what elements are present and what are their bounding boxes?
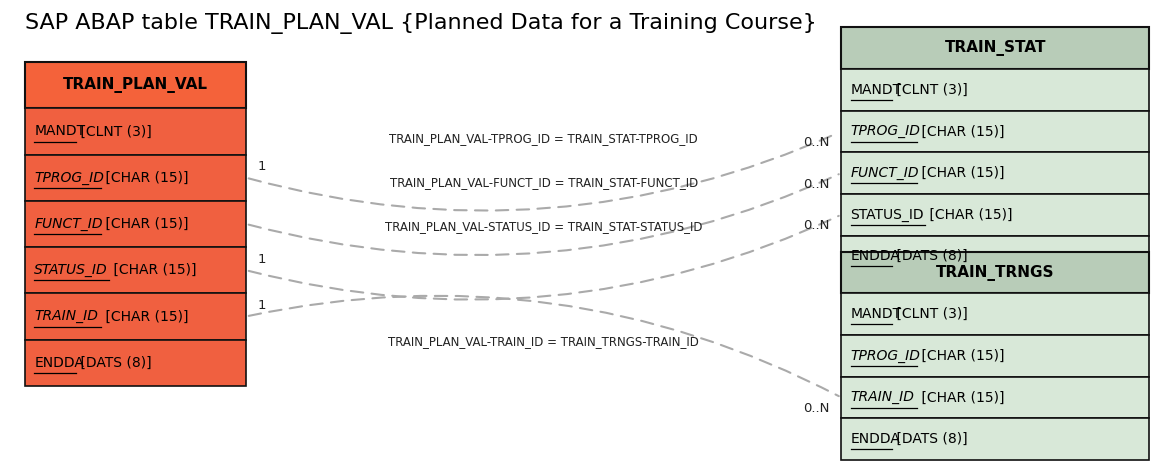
Text: FUNCT_ID: FUNCT_ID <box>850 166 919 180</box>
Text: TRAIN_STAT: TRAIN_STAT <box>945 40 1046 56</box>
Text: [CLNT (3)]: [CLNT (3)] <box>76 124 151 138</box>
Text: [CHAR (15)]: [CHAR (15)] <box>917 166 1005 180</box>
Text: MANDT: MANDT <box>850 307 902 321</box>
Text: 1: 1 <box>258 252 266 266</box>
FancyBboxPatch shape <box>841 194 1150 236</box>
Text: TRAIN_PLAN_VAL-TPROG_ID = TRAIN_STAT-TPROG_ID: TRAIN_PLAN_VAL-TPROG_ID = TRAIN_STAT-TPR… <box>389 132 698 145</box>
Text: 0..N: 0..N <box>803 402 830 415</box>
Text: STATUS_ID: STATUS_ID <box>850 208 924 222</box>
Text: [CLNT (3)]: [CLNT (3)] <box>892 307 967 321</box>
FancyBboxPatch shape <box>841 236 1150 277</box>
Text: STATUS_ID: STATUS_ID <box>34 263 108 277</box>
Text: [CLNT (3)]: [CLNT (3)] <box>892 83 967 97</box>
Text: [CHAR (15)]: [CHAR (15)] <box>917 124 1005 138</box>
FancyBboxPatch shape <box>841 27 1150 69</box>
FancyBboxPatch shape <box>841 111 1150 152</box>
Text: SAP ABAP table TRAIN_PLAN_VAL {Planned Data for a Training Course}: SAP ABAP table TRAIN_PLAN_VAL {Planned D… <box>25 13 817 34</box>
Text: ENDDA: ENDDA <box>34 356 84 370</box>
Text: ENDDA: ENDDA <box>850 432 900 446</box>
Text: TRAIN_ID: TRAIN_ID <box>34 309 98 324</box>
Text: [CHAR (15)]: [CHAR (15)] <box>101 309 189 324</box>
Text: MANDT: MANDT <box>850 83 902 97</box>
FancyBboxPatch shape <box>25 247 246 293</box>
Text: TPROG_ID: TPROG_ID <box>850 349 920 363</box>
Text: [CHAR (15)]: [CHAR (15)] <box>101 217 189 231</box>
Text: TRAIN_PLAN_VAL-TRAIN_ID = TRAIN_TRNGS-TRAIN_ID: TRAIN_PLAN_VAL-TRAIN_ID = TRAIN_TRNGS-TR… <box>389 335 699 348</box>
Text: 1: 1 <box>258 299 266 312</box>
Text: TPROG_ID: TPROG_ID <box>850 124 920 138</box>
FancyBboxPatch shape <box>841 293 1150 335</box>
Text: TRAIN_PLAN_VAL: TRAIN_PLAN_VAL <box>63 77 208 93</box>
Text: FUNCT_ID: FUNCT_ID <box>34 217 103 231</box>
Text: MANDT: MANDT <box>34 124 85 138</box>
FancyBboxPatch shape <box>841 377 1150 418</box>
FancyBboxPatch shape <box>25 340 246 386</box>
FancyBboxPatch shape <box>841 418 1150 460</box>
Text: 1: 1 <box>258 160 266 173</box>
FancyBboxPatch shape <box>25 293 246 340</box>
Text: 0..N: 0..N <box>803 136 830 149</box>
Text: [DATS (8)]: [DATS (8)] <box>892 432 967 446</box>
FancyBboxPatch shape <box>25 62 246 108</box>
Text: TRAIN_PLAN_VAL-FUNCT_ID = TRAIN_STAT-FUNCT_ID: TRAIN_PLAN_VAL-FUNCT_ID = TRAIN_STAT-FUN… <box>390 176 698 189</box>
Text: [CHAR (15)]: [CHAR (15)] <box>101 171 189 185</box>
FancyBboxPatch shape <box>841 152 1150 194</box>
FancyBboxPatch shape <box>841 252 1150 293</box>
Text: 0..N: 0..N <box>803 178 830 191</box>
Text: [CHAR (15)]: [CHAR (15)] <box>925 208 1013 222</box>
Text: 0..N: 0..N <box>803 219 830 232</box>
FancyBboxPatch shape <box>25 201 246 247</box>
Text: [DATS (8)]: [DATS (8)] <box>892 249 967 263</box>
Text: TPROG_ID: TPROG_ID <box>34 171 104 185</box>
Text: [CHAR (15)]: [CHAR (15)] <box>917 390 1005 405</box>
Text: [CHAR (15)]: [CHAR (15)] <box>109 263 197 277</box>
Text: [CHAR (15)]: [CHAR (15)] <box>917 349 1005 363</box>
Text: ENDDA: ENDDA <box>850 249 900 263</box>
Text: TRAIN_TRNGS: TRAIN_TRNGS <box>936 265 1055 281</box>
Text: TRAIN_ID: TRAIN_ID <box>850 390 915 405</box>
FancyBboxPatch shape <box>25 154 246 201</box>
Text: [DATS (8)]: [DATS (8)] <box>76 356 151 370</box>
FancyBboxPatch shape <box>25 108 246 154</box>
FancyBboxPatch shape <box>841 69 1150 111</box>
Text: TRAIN_PLAN_VAL-STATUS_ID = TRAIN_STAT-STATUS_ID: TRAIN_PLAN_VAL-STATUS_ID = TRAIN_STAT-ST… <box>385 220 703 233</box>
FancyBboxPatch shape <box>841 335 1150 377</box>
